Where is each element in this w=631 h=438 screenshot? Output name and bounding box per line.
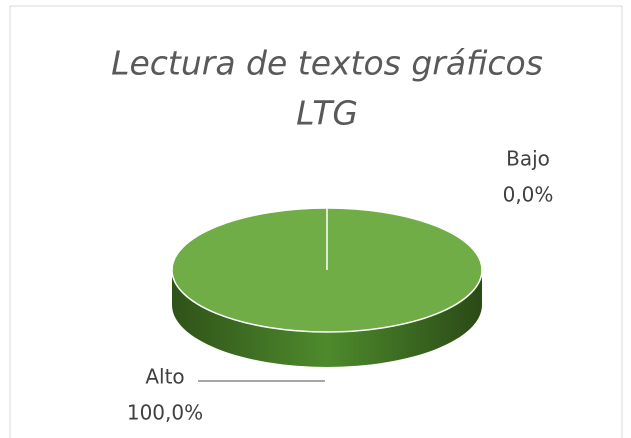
chart-title: LTG bbox=[296, 94, 358, 133]
data-label-category: Bajo bbox=[506, 147, 550, 171]
chart-title: Lectura de textos gráficos bbox=[111, 44, 543, 83]
pie-side bbox=[172, 270, 482, 367]
data-label-value: 100,0% bbox=[127, 401, 203, 425]
data-label-category: Alto bbox=[145, 365, 184, 389]
data-label-value: 0,0% bbox=[503, 183, 554, 207]
